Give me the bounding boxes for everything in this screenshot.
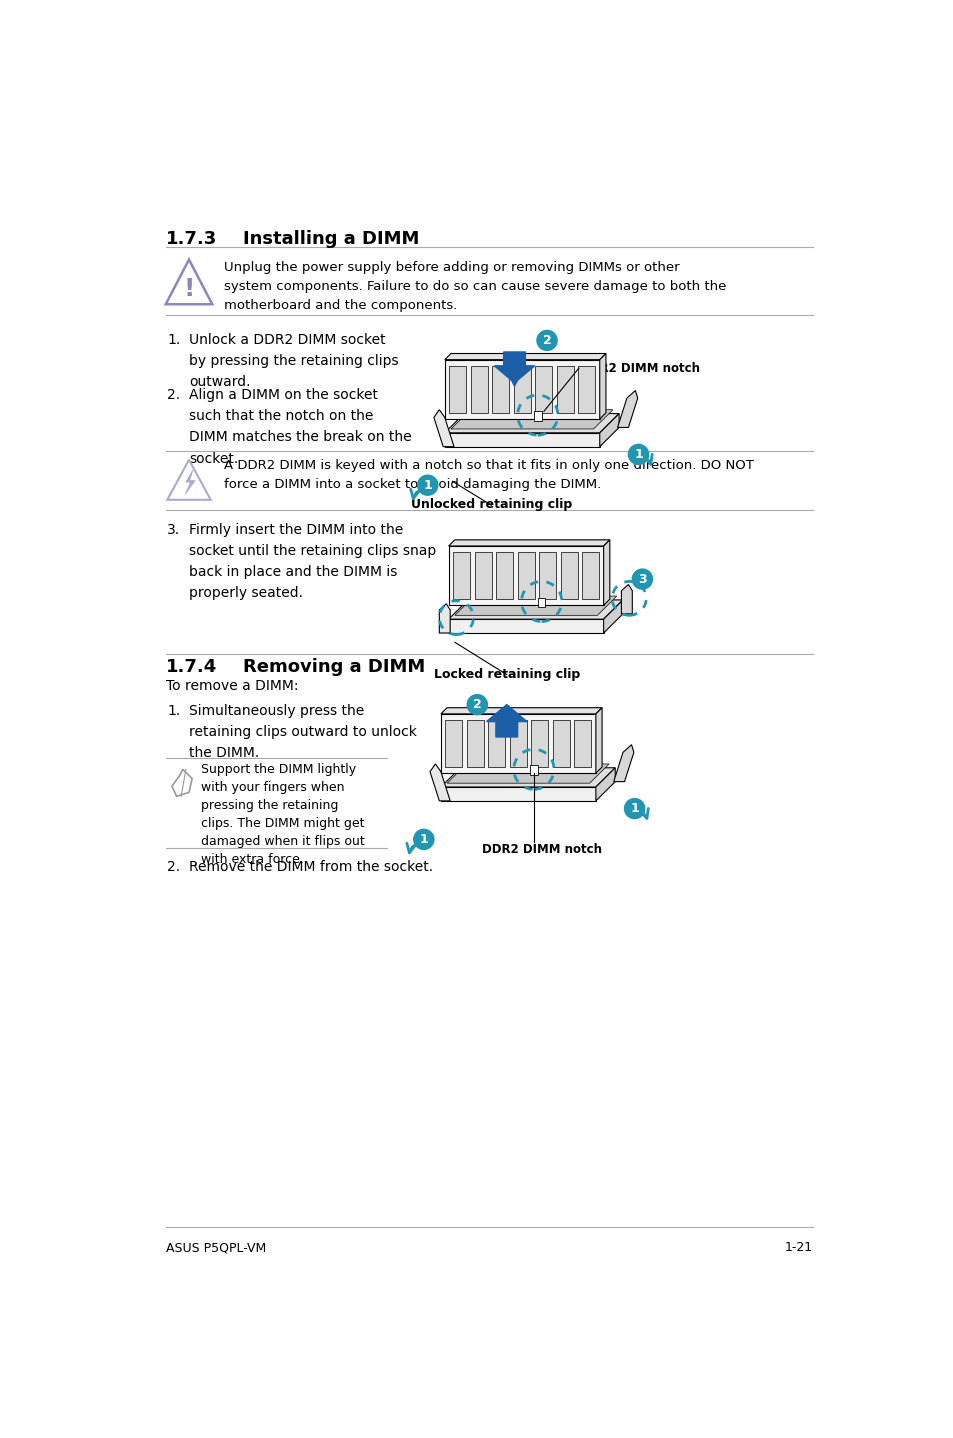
Text: 1.7.4: 1.7.4 <box>166 657 216 676</box>
Text: 1.7.3: 1.7.3 <box>166 230 216 249</box>
Text: To remove a DIMM:: To remove a DIMM: <box>166 679 298 693</box>
Polygon shape <box>448 600 622 620</box>
FancyArrow shape <box>494 352 534 383</box>
Polygon shape <box>440 768 615 787</box>
Circle shape <box>628 444 648 464</box>
Polygon shape <box>430 764 450 801</box>
Polygon shape <box>444 360 599 418</box>
Polygon shape <box>509 720 526 766</box>
Polygon shape <box>440 713 596 774</box>
Text: Firmly insert the DIMM into the
socket until the retaining clips snap
back in pl: Firmly insert the DIMM into the socket u… <box>189 523 436 600</box>
Circle shape <box>414 830 434 850</box>
Circle shape <box>467 695 487 715</box>
Polygon shape <box>530 765 537 775</box>
Polygon shape <box>599 414 618 447</box>
Polygon shape <box>185 470 195 495</box>
Text: Remove the DIMM from the socket.: Remove the DIMM from the socket. <box>189 860 433 874</box>
Text: 1-21: 1-21 <box>784 1241 812 1254</box>
Polygon shape <box>581 552 598 600</box>
Text: Simultaneously press the
retaining clips outward to unlock
the DIMM.: Simultaneously press the retaining clips… <box>189 703 416 761</box>
Text: 1: 1 <box>419 833 428 846</box>
Text: 3: 3 <box>638 572 646 585</box>
Polygon shape <box>444 414 618 433</box>
Text: Locked retaining clip: Locked retaining clip <box>434 667 579 680</box>
Polygon shape <box>534 411 541 420</box>
Polygon shape <box>603 600 622 633</box>
Polygon shape <box>449 365 466 413</box>
Circle shape <box>632 569 652 590</box>
Text: 1.: 1. <box>167 703 180 718</box>
Polygon shape <box>444 433 599 447</box>
Text: Installing a DIMM: Installing a DIMM <box>243 230 419 249</box>
Text: 2.: 2. <box>167 860 180 874</box>
Text: 1: 1 <box>634 447 642 462</box>
Polygon shape <box>513 365 530 413</box>
Polygon shape <box>474 552 491 600</box>
Polygon shape <box>617 391 637 427</box>
Polygon shape <box>451 410 612 429</box>
Polygon shape <box>537 598 545 607</box>
Polygon shape <box>596 707 601 774</box>
Polygon shape <box>466 720 483 766</box>
Polygon shape <box>517 552 534 600</box>
Text: Removing a DIMM: Removing a DIMM <box>243 657 425 676</box>
Polygon shape <box>439 604 450 633</box>
Text: 2.: 2. <box>167 388 180 403</box>
Text: DDR2 DIMM notch: DDR2 DIMM notch <box>579 362 700 375</box>
Polygon shape <box>603 539 609 605</box>
Polygon shape <box>538 552 556 600</box>
Text: !: ! <box>183 278 194 301</box>
Polygon shape <box>613 745 633 782</box>
Text: 2: 2 <box>542 334 551 347</box>
Polygon shape <box>440 707 601 713</box>
Text: 2: 2 <box>473 697 481 712</box>
Circle shape <box>537 331 557 351</box>
Polygon shape <box>455 597 617 615</box>
Polygon shape <box>488 720 505 766</box>
FancyArrow shape <box>486 705 526 736</box>
Text: A DDR2 DIMM is keyed with a notch so that it fits in only one direction. DO NOT
: A DDR2 DIMM is keyed with a notch so tha… <box>224 459 753 490</box>
Polygon shape <box>453 552 470 600</box>
Polygon shape <box>578 365 595 413</box>
Polygon shape <box>470 365 487 413</box>
Polygon shape <box>447 764 608 784</box>
Text: 1: 1 <box>630 802 639 815</box>
Text: 1: 1 <box>423 479 432 492</box>
Polygon shape <box>557 365 573 413</box>
Polygon shape <box>492 365 509 413</box>
Polygon shape <box>440 787 596 801</box>
Polygon shape <box>444 354 605 360</box>
Polygon shape <box>445 720 462 766</box>
Text: 3.: 3. <box>167 523 180 536</box>
Text: Align a DIMM on the socket
such that the notch on the
DIMM matches the break on : Align a DIMM on the socket such that the… <box>189 388 411 466</box>
Text: Unlocked retaining clip: Unlocked retaining clip <box>410 499 571 512</box>
Polygon shape <box>599 354 605 418</box>
Polygon shape <box>535 365 552 413</box>
Text: Support the DIMM lightly
with your fingers when
pressing the retaining
clips. Th: Support the DIMM lightly with your finge… <box>200 764 364 866</box>
Polygon shape <box>553 720 569 766</box>
Text: DDR2 DIMM notch: DDR2 DIMM notch <box>481 843 601 856</box>
Polygon shape <box>434 410 454 447</box>
Text: ASUS P5QPL-VM: ASUS P5QPL-VM <box>166 1241 266 1254</box>
Text: 1.: 1. <box>167 332 180 347</box>
Polygon shape <box>448 546 603 605</box>
Polygon shape <box>620 584 632 614</box>
Polygon shape <box>448 539 609 546</box>
Polygon shape <box>574 720 591 766</box>
Polygon shape <box>596 768 615 801</box>
Circle shape <box>417 475 437 495</box>
Text: Unlock a DDR2 DIMM socket
by pressing the retaining clips
outward.: Unlock a DDR2 DIMM socket by pressing th… <box>189 332 398 390</box>
Circle shape <box>624 798 644 818</box>
Polygon shape <box>560 552 578 600</box>
Polygon shape <box>448 620 603 633</box>
Polygon shape <box>496 552 513 600</box>
Text: Unplug the power supply before adding or removing DIMMs or other
system componen: Unplug the power supply before adding or… <box>224 262 725 312</box>
Polygon shape <box>531 720 548 766</box>
